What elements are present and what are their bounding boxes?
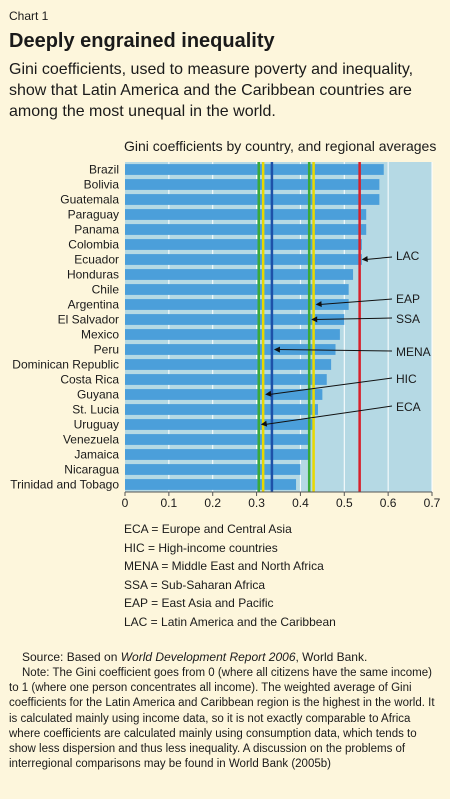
x-tick-label: 0.1 bbox=[161, 496, 178, 510]
x-tick-label: 0.4 bbox=[292, 496, 309, 510]
category-label: St. Lucia bbox=[72, 403, 119, 417]
category-label: El Salvador bbox=[58, 313, 119, 327]
bar bbox=[125, 344, 336, 355]
annotation-arrowhead bbox=[273, 346, 280, 353]
category-label: Ecuador bbox=[74, 253, 119, 267]
category-label: Colombia bbox=[68, 238, 119, 252]
chart-number-label: Chart 1 bbox=[9, 9, 49, 23]
source-suffix: , World Bank. bbox=[295, 650, 368, 664]
subtitle: Gini coefficients, used to measure pover… bbox=[9, 61, 414, 120]
page-title: Deeply engrained inequality bbox=[9, 30, 275, 52]
annotation-arrow bbox=[277, 349, 393, 352]
bar bbox=[125, 419, 314, 430]
annotation-arrow bbox=[319, 298, 393, 305]
bar bbox=[125, 269, 354, 280]
bar bbox=[125, 179, 380, 190]
chart-title: Gini coefficients by country, and region… bbox=[124, 138, 437, 154]
bar bbox=[125, 449, 310, 460]
legend-item: SSA = Sub-Saharan Africa bbox=[124, 577, 266, 592]
legend-item: ECA = Europe and Central Asia bbox=[124, 522, 292, 536]
region-annotation-label: ECA bbox=[396, 400, 421, 414]
x-tick-label: 0 bbox=[122, 496, 129, 510]
source-prefix: Source: Based on bbox=[22, 650, 121, 664]
bar bbox=[125, 284, 349, 295]
legend-item: MENA = Middle East and North Africa bbox=[124, 559, 324, 574]
legend-item: LAC = Latin America and the Caribbean bbox=[124, 614, 336, 629]
category-label: Chile bbox=[92, 283, 120, 297]
legend-item: EAP = East Asia and Pacific bbox=[124, 596, 274, 611]
x-tick-label: 0.2 bbox=[204, 496, 221, 510]
bar bbox=[125, 299, 349, 310]
bar bbox=[125, 434, 310, 445]
annotation-arrow bbox=[269, 377, 393, 395]
bar bbox=[125, 254, 362, 265]
category-label: Honduras bbox=[67, 268, 119, 282]
annotation-arrowhead bbox=[361, 256, 368, 262]
annotation-arrow bbox=[365, 256, 393, 260]
gini-bar-chart: BrazilBoliviaGuatemalaParaguayPanamaColo… bbox=[10, 162, 441, 510]
category-label: Guatemala bbox=[60, 193, 119, 207]
bar bbox=[125, 209, 367, 220]
annotation-arrow bbox=[315, 317, 393, 320]
bar bbox=[125, 314, 345, 325]
annotation-arrowhead bbox=[265, 390, 272, 397]
category-label: Brazil bbox=[89, 163, 119, 177]
annotation-arrowhead bbox=[260, 420, 268, 427]
x-tick-label: 0.5 bbox=[336, 496, 353, 510]
bar bbox=[125, 239, 362, 250]
bar bbox=[125, 359, 332, 370]
annotation-arrowhead bbox=[315, 301, 322, 308]
source-title: World Development Report 2006 bbox=[120, 650, 296, 664]
x-tick-label: 0.3 bbox=[248, 496, 265, 510]
category-label: Dominican Republic bbox=[12, 358, 119, 372]
source-line: Source: Based on World Development Repor… bbox=[22, 650, 367, 664]
category-label: Jamaica bbox=[74, 448, 119, 462]
bar bbox=[125, 479, 297, 490]
bar bbox=[125, 464, 301, 475]
category-label: Venezuela bbox=[63, 433, 119, 447]
category-label: Bolivia bbox=[84, 178, 120, 192]
category-label: Argentina bbox=[68, 298, 120, 312]
region-annotation-label: HIC bbox=[396, 372, 417, 386]
note-text: Note: The Gini coefficient goes from 0 (… bbox=[9, 667, 435, 771]
bar bbox=[125, 224, 367, 235]
legend: ECA = Europe and Central Asia HIC = High… bbox=[124, 520, 336, 632]
bar bbox=[125, 389, 323, 400]
category-label: Nicaragua bbox=[64, 463, 119, 477]
region-annotation-label: EAP bbox=[396, 292, 420, 306]
bar bbox=[125, 374, 327, 385]
x-tick-label: 0.7 bbox=[424, 496, 441, 510]
annotation-arrow bbox=[264, 405, 393, 425]
region-annotation-label: LAC bbox=[396, 249, 420, 263]
annotation-arrowhead bbox=[311, 316, 318, 323]
category-label: Uruguay bbox=[74, 418, 119, 432]
region-annotation-label: MENA bbox=[396, 345, 431, 359]
category-label: Trinidad and Tobago bbox=[10, 478, 119, 492]
bar bbox=[125, 329, 340, 340]
bar bbox=[125, 164, 384, 175]
bar bbox=[125, 194, 380, 205]
category-label: Mexico bbox=[81, 328, 119, 342]
category-label: Paraguay bbox=[68, 208, 119, 222]
category-label: Panama bbox=[74, 223, 119, 237]
legend-item: HIC = High-income countries bbox=[124, 540, 278, 555]
category-label: Guyana bbox=[77, 388, 119, 402]
category-label: Peru bbox=[94, 343, 119, 357]
x-tick-label: 0.6 bbox=[380, 496, 397, 510]
region-annotation-label: SSA bbox=[396, 312, 420, 326]
bar bbox=[125, 404, 318, 415]
category-label: Costa Rica bbox=[60, 373, 119, 387]
